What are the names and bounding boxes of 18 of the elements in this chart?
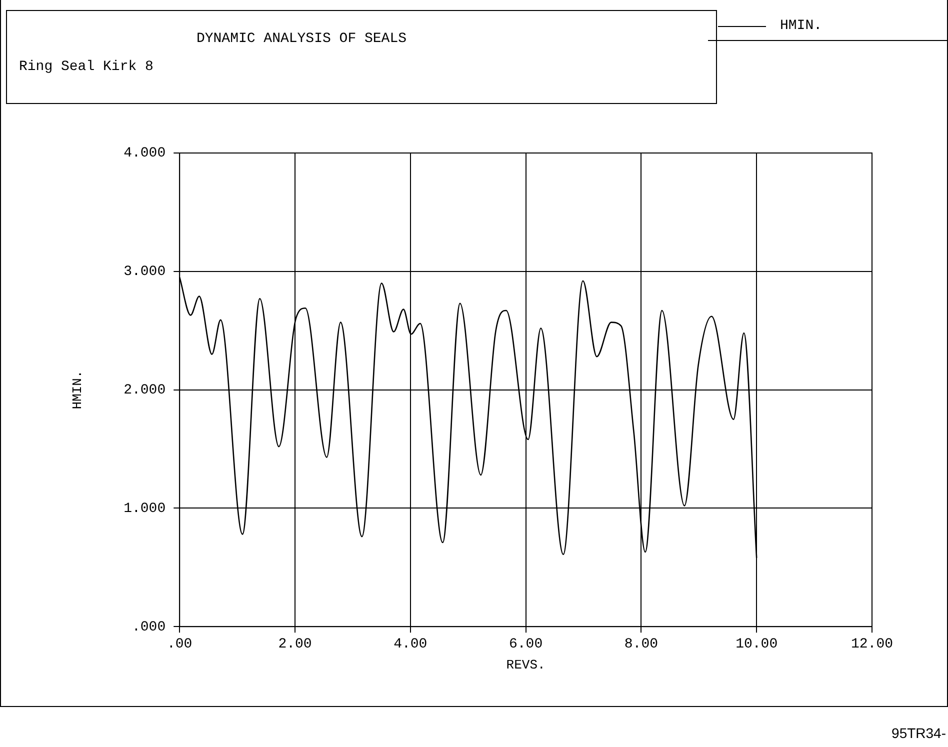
legend-label: HMIN.: [780, 18, 822, 34]
x-tick-label: 6.00: [509, 636, 543, 653]
y-tick-label: 4.000: [124, 146, 166, 162]
x-axis-title: REVS.: [506, 658, 546, 673]
x-tick-label: 8.00: [624, 636, 658, 653]
y-tick-label: 2.000: [124, 382, 166, 399]
text: 95TR34-: [892, 725, 946, 741]
x-tick-label: 10.00: [736, 636, 778, 653]
x-tick-label: 2.00: [278, 636, 312, 653]
chart-title: DYNAMIC ANALYSIS OF SEALS: [195, 31, 408, 47]
y-tick-label: .000: [132, 619, 166, 636]
y-tick-label: 1.000: [124, 500, 166, 517]
y-axis-title: HMIN.: [70, 370, 86, 410]
x-tick-label: 12.00: [850, 636, 894, 653]
chart-subtitle: Ring Seal Kirk 8: [19, 59, 154, 75]
y-tick-label: 3.000: [124, 264, 166, 280]
x-tick-label: 4.00: [394, 636, 428, 653]
x-tick-label: .00: [166, 636, 192, 653]
